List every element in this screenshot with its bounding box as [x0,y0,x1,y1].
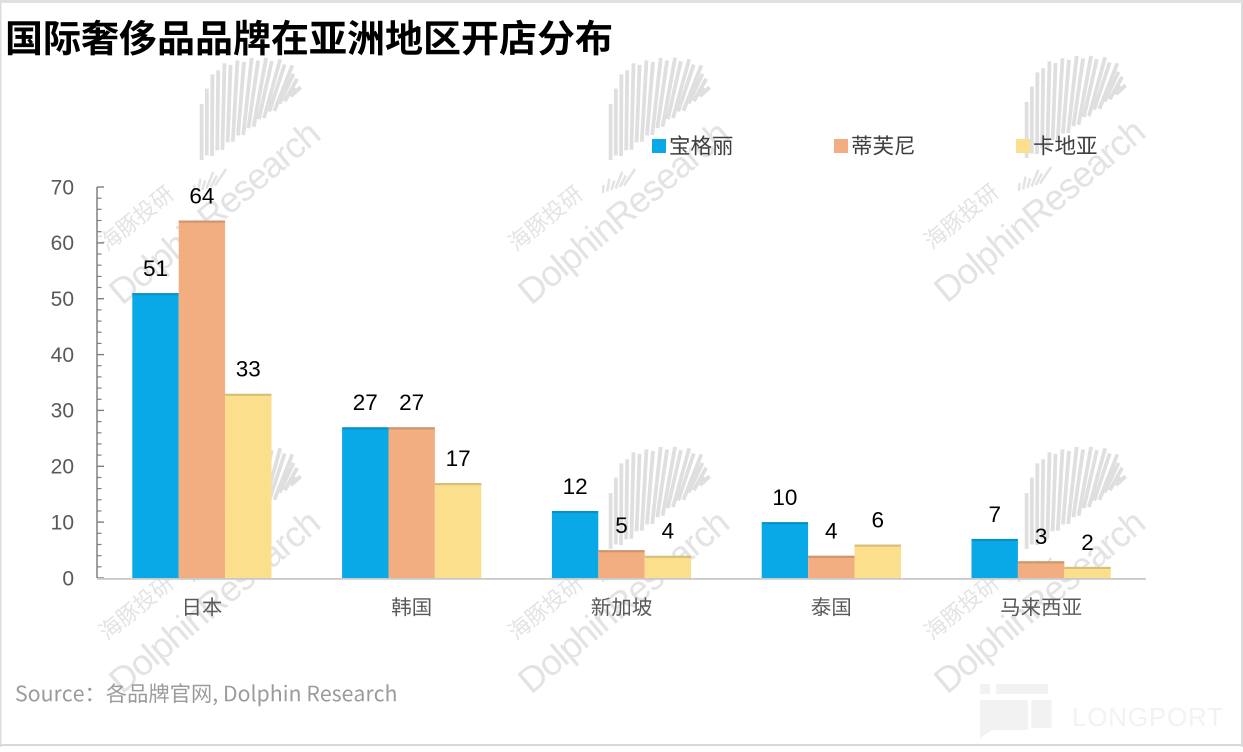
svg-text:33: 33 [236,357,261,382]
svg-text:64: 64 [189,184,214,209]
svg-text:60: 60 [51,232,74,255]
svg-text:LONGPORT: LONGPORT [1072,702,1224,732]
svg-text:27: 27 [399,390,424,415]
svg-text:3: 3 [1035,524,1048,549]
svg-text:10: 10 [772,485,797,510]
svg-text:70: 70 [51,176,74,199]
svg-text:10: 10 [51,511,74,534]
svg-text:51: 51 [143,256,168,281]
svg-text:5: 5 [615,513,628,538]
svg-text:20: 20 [51,456,74,479]
svg-text:40: 40 [51,344,74,367]
svg-text:17: 17 [446,446,471,471]
svg-text:12: 12 [563,474,588,499]
svg-text:50: 50 [51,288,74,311]
svg-text:0: 0 [62,567,74,590]
svg-text:4: 4 [825,519,838,544]
svg-text:4: 4 [662,519,675,544]
svg-text:6: 6 [871,508,884,533]
svg-text:7: 7 [988,502,1001,527]
svg-text:27: 27 [353,390,378,415]
svg-text:2: 2 [1081,530,1094,555]
svg-text:30: 30 [51,400,74,423]
